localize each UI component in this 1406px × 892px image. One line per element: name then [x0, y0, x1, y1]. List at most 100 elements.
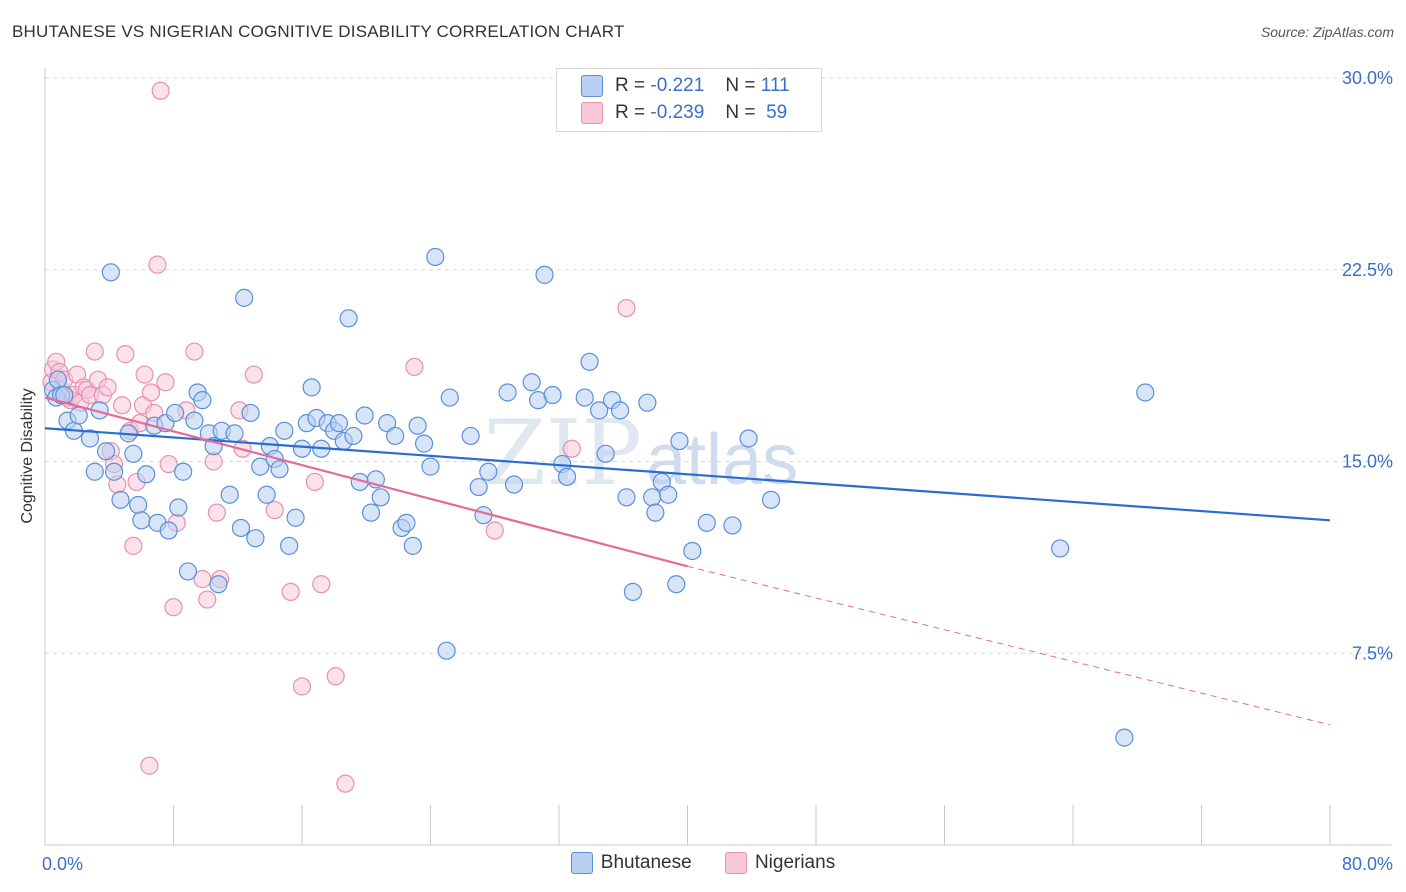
- bhutanese-point: [590, 401, 609, 420]
- bhutanese-point: [761, 490, 781, 509]
- nigerians-point: [116, 345, 135, 364]
- bhutanese-point: [270, 460, 289, 479]
- chart-title: BHUTANESE VS NIGERIAN COGNITIVE DISABILI…: [12, 22, 625, 41]
- bhutanese-point: [643, 488, 662, 507]
- bhutanese-point: [169, 498, 188, 517]
- nigerians-point: [617, 299, 636, 318]
- bhutanese-point: [683, 541, 702, 561]
- nigerians-point: [156, 373, 175, 392]
- bhutanese-point: [329, 414, 349, 433]
- bhutanese-point: [610, 401, 630, 420]
- bhutanese-point: [241, 403, 260, 423]
- y-tick-label: 30.0%: [1342, 68, 1393, 88]
- bhutanese-trend-line: [44, 427, 1331, 522]
- bhutanese-point: [124, 444, 143, 463]
- trend-lines: [44, 396, 1331, 726]
- bhutanese-point: [670, 431, 689, 451]
- x-tick-label: 80.0%: [1342, 854, 1393, 874]
- nigerians-point: [185, 342, 204, 361]
- bhutanese-point: [159, 521, 178, 540]
- bhutanese-point: [178, 562, 198, 581]
- nigerians-point: [85, 342, 104, 361]
- bhutanese-point: [1136, 383, 1155, 402]
- bhutanese-point: [739, 429, 758, 448]
- bhutanese-point: [292, 439, 312, 458]
- y-tick-label: 22.5%: [1342, 260, 1393, 280]
- bhutanese-point: [469, 477, 488, 497]
- bhutanese-point: [48, 370, 67, 389]
- bhutanese-point: [209, 575, 228, 594]
- bhutanese-swatch: [570, 852, 593, 874]
- legend-label-bhutanese: Bhutanese: [600, 852, 692, 874]
- bhutanese-point: [386, 426, 405, 446]
- bhutanese-point: [225, 424, 244, 443]
- bhutanese-point: [231, 518, 251, 538]
- bhutanese-point: [498, 383, 517, 402]
- bhutanese-point: [697, 513, 716, 532]
- legend-label-nigerians: Nigerians: [754, 852, 836, 874]
- nigerians-point: [204, 452, 223, 471]
- series-legend: Bhutanese Nigerians: [0, 852, 1406, 874]
- nigerians-point: [124, 536, 143, 555]
- bhutanese-point: [1051, 539, 1070, 558]
- nigerians-point: [562, 439, 581, 458]
- legend-r-label: R =: [615, 75, 646, 97]
- bhutanese-point: [85, 462, 104, 481]
- bhutanese-point: [111, 490, 130, 509]
- bhutanese-point: [461, 426, 480, 446]
- nigerians-point: [485, 521, 504, 540]
- bhutanese-point: [617, 488, 636, 507]
- nigerians-point: [164, 598, 183, 617]
- bhutanese-point: [414, 434, 434, 453]
- bhutanese-point: [104, 462, 124, 481]
- bhutanese-point: [286, 508, 305, 527]
- bhutanese-point: [535, 265, 554, 284]
- nigerians-point: [207, 503, 226, 522]
- bhutanese-point: [723, 516, 742, 535]
- nigerians-trend-line: [44, 396, 688, 568]
- bhutanese-point: [132, 511, 151, 530]
- bhutanese-point: [580, 352, 599, 371]
- bhutanese-point: [504, 475, 524, 494]
- nigerians-swatch: [581, 102, 603, 124]
- bhutanese-point: [397, 513, 416, 532]
- legend-r-value: -0.221: [650, 75, 705, 97]
- bhutanese-point: [371, 488, 390, 507]
- legend-n-value: 59: [766, 102, 788, 124]
- bhutanese-point: [129, 495, 148, 515]
- nigerians-point: [326, 667, 345, 686]
- bhutanese-point: [302, 378, 321, 397]
- legend-r-label: R =: [615, 102, 646, 124]
- bhutanese-point: [403, 536, 422, 555]
- nigerians-point: [135, 365, 154, 384]
- bhutanese-point: [437, 641, 456, 660]
- bhutanese-point: [479, 462, 498, 481]
- bhutanese-point: [193, 391, 212, 410]
- bhutanese-point: [185, 411, 204, 430]
- nigerians-swatch: [724, 852, 747, 874]
- bhutanese-point: [557, 467, 577, 486]
- gridlines: [45, 77, 1392, 654]
- bhutanese-point: [166, 403, 185, 423]
- legend-item-bhutanese: Bhutanese: [570, 852, 692, 874]
- bhutanese-point: [421, 457, 440, 476]
- bhutanese-point: [378, 414, 397, 433]
- bhutanese-point: [275, 421, 294, 440]
- bhutanese-point: [257, 485, 276, 504]
- nigerians-trend-extension: [687, 565, 1331, 726]
- bhutanese-point: [440, 388, 459, 407]
- bhutanese-point: [174, 462, 193, 481]
- bhutanese-point: [522, 373, 541, 392]
- bhutanese-point: [96, 442, 116, 461]
- nigerians-point: [336, 774, 355, 793]
- bhutanese-point: [101, 263, 120, 282]
- x-tick-label: 0.0%: [42, 854, 83, 874]
- y-tick-label: 15.0%: [1342, 452, 1393, 472]
- nigerians-point: [281, 582, 300, 601]
- bhutanese-point: [646, 503, 665, 522]
- nigerians-point: [405, 357, 424, 377]
- bhutanese-point: [659, 485, 678, 504]
- legend-n-label: N =: [725, 102, 756, 124]
- nigerians-point: [140, 756, 159, 775]
